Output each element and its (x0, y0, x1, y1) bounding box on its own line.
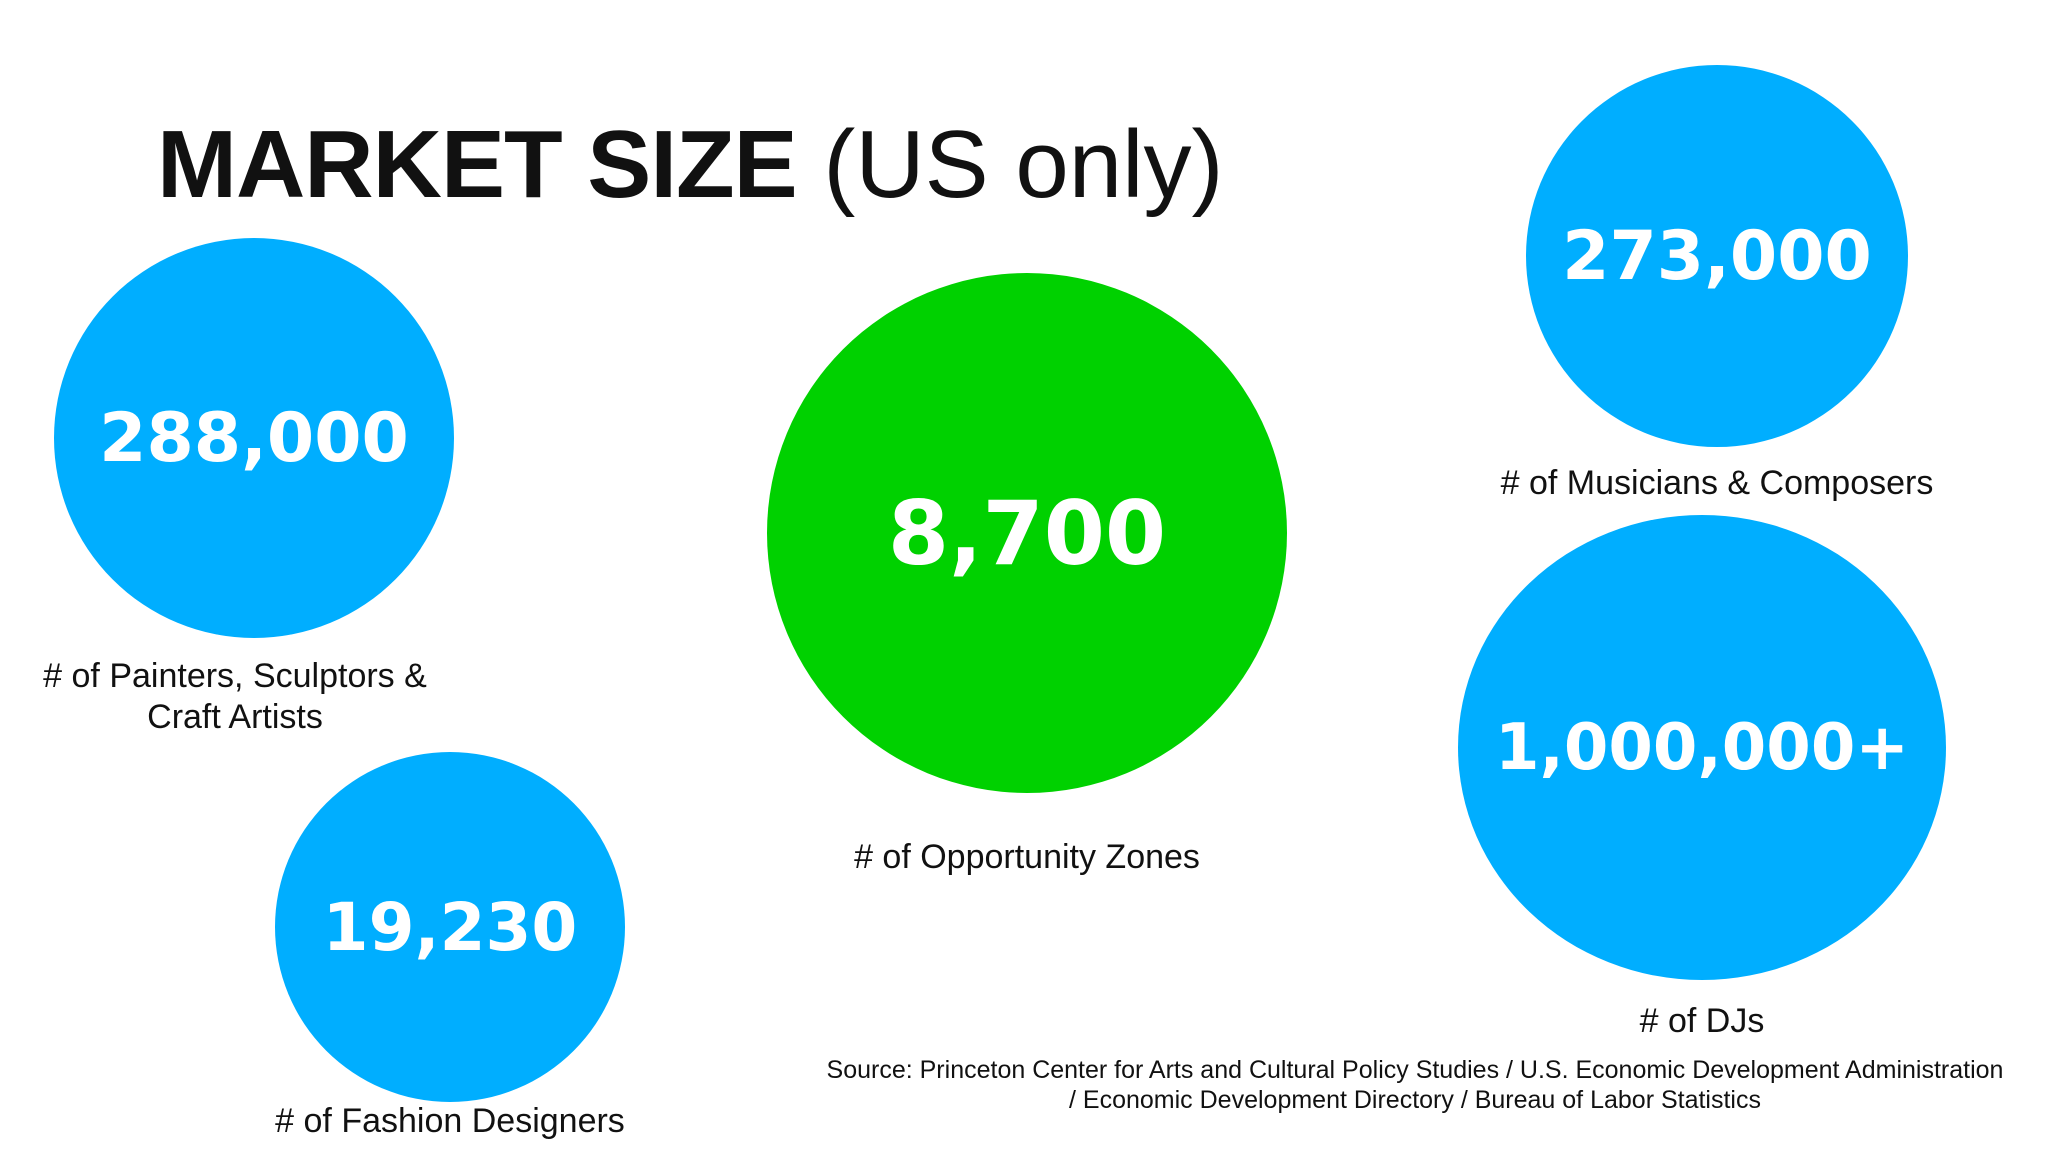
musicians-value: 273,000 (1562, 216, 1872, 296)
fashion-value: 19,230 (322, 888, 578, 966)
page-title: MARKET SIZE (US only) (157, 105, 1223, 225)
painters-value: 288,000 (99, 398, 409, 478)
djs-value: 1,000,000+ (1495, 710, 1909, 785)
fashion-circle: 19,230 (275, 752, 625, 1102)
painters-label-line1: # of Painters, Sculptors & (43, 657, 427, 695)
source-note: Source: Princeton Center for Arts and Cu… (800, 1055, 2030, 1115)
opportunity-circle: 8,700 (767, 273, 1287, 793)
musicians-label: # of Musicians & Composers (1500, 464, 1934, 502)
opportunity-value: 8,700 (887, 481, 1167, 585)
painters-label: # of Painters, Sculptors & Craft Artists (0, 656, 470, 738)
painters-label-line2: Craft Artists (147, 698, 323, 736)
musicians-circle: 273,000 (1526, 65, 1908, 447)
fashion-label: # of Fashion Designers (275, 1102, 625, 1140)
title-qualifier: (US only) (823, 111, 1224, 218)
source-line2: / Economic Development Directory / Burea… (1069, 1086, 1761, 1114)
title-bold: MARKET SIZE (157, 111, 798, 218)
source-line1: Source: Princeton Center for Arts and Cu… (826, 1056, 2004, 1084)
djs-circle: 1,000,000+ (1458, 515, 1946, 980)
painters-circle: 288,000 (54, 238, 454, 638)
opportunity-label: # of Opportunity Zones (854, 838, 1200, 876)
djs-label: # of DJs (1639, 1002, 1765, 1040)
